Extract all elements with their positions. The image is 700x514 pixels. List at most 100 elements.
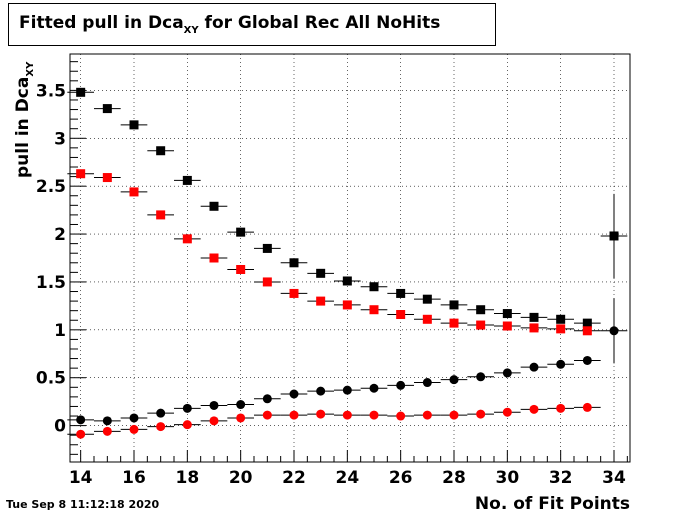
series-2 xyxy=(67,298,628,426)
data-point-square xyxy=(582,326,592,336)
x-tick-label: 22 xyxy=(282,468,306,488)
y-tick-label: 1 xyxy=(54,321,66,341)
chart-title-main: Fitted pull in Dca xyxy=(19,13,184,33)
data-point-square xyxy=(102,104,112,114)
plot-frame xyxy=(69,53,631,463)
data-point-square xyxy=(422,294,432,304)
data-point-square xyxy=(369,282,379,292)
data-point-circle xyxy=(129,413,139,423)
series-1 xyxy=(67,169,601,336)
data-point-circle xyxy=(449,375,459,385)
data-point-square xyxy=(262,243,272,253)
data-point-square xyxy=(76,87,86,97)
chart-title-subscript: XY xyxy=(183,25,199,36)
data-point-circle xyxy=(502,368,512,378)
data-point-circle xyxy=(316,409,326,419)
data-point-square xyxy=(449,300,459,310)
data-point-circle xyxy=(556,359,566,369)
data-point-circle xyxy=(342,385,352,395)
data-point-circle xyxy=(449,410,459,420)
data-point-square xyxy=(289,288,299,298)
y-tick-labels: 0 0.5 1 1.5 2 2.5 3 3.5 xyxy=(36,81,66,436)
x-tick-label: 30 xyxy=(495,468,519,488)
data-point-square xyxy=(502,309,512,319)
data-point-square xyxy=(342,276,352,286)
data-point-circle xyxy=(582,355,592,365)
data-point-square xyxy=(369,305,379,315)
timestamp: Tue Sep 8 11:12:18 2020 xyxy=(6,498,160,511)
x-tick-label: 26 xyxy=(389,468,413,488)
x-tick-label: 28 xyxy=(442,468,466,488)
data-point-circle xyxy=(76,415,86,425)
data-point-circle xyxy=(529,404,539,414)
data-point-circle xyxy=(476,409,486,419)
x-tick-label: 34 xyxy=(602,468,626,488)
y-tick-label: 3.5 xyxy=(36,81,66,101)
data-point-circle xyxy=(76,429,86,439)
series-3 xyxy=(67,402,601,439)
data-point-circle xyxy=(102,416,112,426)
data-point-square xyxy=(582,318,592,328)
data-point-square xyxy=(316,296,326,306)
data-point-circle xyxy=(129,424,139,434)
data-point-square xyxy=(129,120,139,130)
data-point-square xyxy=(289,258,299,268)
data-point-square xyxy=(182,234,192,244)
data-point-circle xyxy=(236,413,246,423)
data-point-square xyxy=(529,312,539,322)
data-point-circle xyxy=(156,408,166,418)
y-tick-label: 3 xyxy=(54,129,66,149)
data-point-circle xyxy=(502,407,512,417)
data-point-square xyxy=(396,310,406,320)
data-point-circle xyxy=(422,378,432,388)
data-point-circle xyxy=(529,362,539,372)
y-tick-label: 2 xyxy=(54,225,66,245)
data-point-square xyxy=(262,277,272,287)
chart-title: Fitted pull in DcaXY for Global Rec All … xyxy=(19,13,440,36)
y-axis-title-subscript: XY xyxy=(25,61,36,77)
data-point-square xyxy=(102,173,112,183)
x-tick-label: 24 xyxy=(335,468,359,488)
data-point-circle xyxy=(609,326,619,336)
data-series xyxy=(67,87,628,439)
data-point-square xyxy=(236,227,246,237)
data-point-square xyxy=(556,314,566,324)
data-point-circle xyxy=(156,422,166,432)
data-point-circle xyxy=(102,426,112,436)
data-point-circle xyxy=(556,403,566,413)
y-tick-label: 0 xyxy=(54,417,66,437)
data-point-square xyxy=(209,253,219,263)
data-point-square xyxy=(422,314,432,324)
x-tick-label: 16 xyxy=(122,468,146,488)
x-tick-labels: 14 16 18 20 22 24 26 28 30 32 34 xyxy=(69,468,626,488)
chart-title-suffix: for Global Rec All NoHits xyxy=(198,13,441,33)
data-point-square xyxy=(209,201,219,211)
data-point-square xyxy=(476,305,486,315)
y-axis-title: pull in DcaXY xyxy=(13,61,36,178)
data-point-circle xyxy=(342,410,352,420)
data-point-square xyxy=(156,210,166,220)
x-axis-title: No. of Fit Points xyxy=(475,494,630,514)
data-point-circle xyxy=(182,403,192,413)
y-tick-label: 2.5 xyxy=(36,177,66,197)
data-point-square xyxy=(182,175,192,185)
data-point-circle xyxy=(262,410,272,420)
data-point-circle xyxy=(476,372,486,382)
data-point-circle xyxy=(316,386,326,396)
data-point-circle xyxy=(369,410,379,420)
data-point-square xyxy=(396,288,406,298)
series-0 xyxy=(67,87,628,328)
data-point-circle xyxy=(396,411,406,421)
x-tick-label: 32 xyxy=(549,468,573,488)
data-point-square xyxy=(76,169,86,179)
data-point-square xyxy=(449,318,459,328)
y-tick-label: 0.5 xyxy=(36,369,66,389)
data-point-square xyxy=(156,146,166,156)
data-point-circle xyxy=(422,410,432,420)
data-point-circle xyxy=(236,400,246,410)
data-point-circle xyxy=(582,402,592,412)
data-point-circle xyxy=(289,389,299,399)
y-tick-label: 1.5 xyxy=(36,273,66,293)
data-point-square xyxy=(129,187,139,197)
